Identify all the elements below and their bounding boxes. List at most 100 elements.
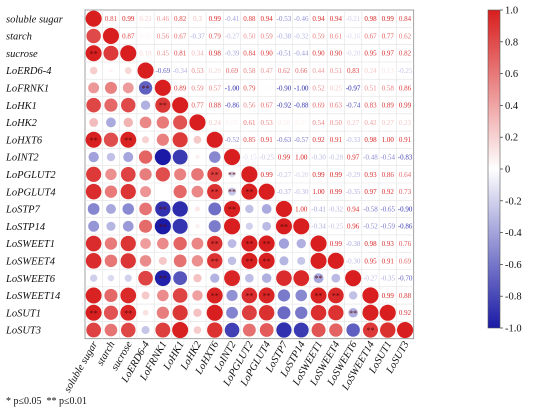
corr-circle [348,291,358,300]
corr-circle [295,306,308,319]
corr-circle [104,185,118,198]
corr-circle [123,152,134,163]
corr-value: 0.44 [312,67,325,75]
corr-circle [105,168,117,181]
corr-circle [241,305,257,321]
corr-value: 0.50 [330,119,343,127]
corr-value: -0.70 [398,275,413,283]
corr-circle [137,62,154,79]
corr-circle [139,202,152,216]
corr-circle [278,238,290,249]
corr-circle [105,203,116,214]
corr-value: 0.90 [312,50,325,58]
significance-mark: ** [211,170,219,179]
corr-circle [362,322,379,338]
row-label: LoINT2 [5,153,39,164]
corr-circle [293,270,310,287]
corr-circle [172,97,189,114]
corr-circle [85,253,102,269]
significance-footnote: * p≤0.05 ** p≤0.01 [6,396,87,407]
corr-circle [104,81,117,94]
corr-value: -0.74 [346,102,361,110]
corr-circle [157,237,169,250]
corr-circle [85,183,102,200]
significance-mark: ** [211,188,219,197]
corr-circle [275,218,293,235]
corr-circle [155,167,171,182]
corr-value: 0.82 [399,50,412,58]
corr-circle [154,79,171,96]
corr-circle [258,252,275,269]
corr-circle [122,203,134,215]
corr-value: 0.87 [122,32,135,40]
corr-circle [138,81,153,95]
corr-circle [140,186,152,198]
corr-value: 0.99 [312,171,325,179]
corr-circle [109,68,113,73]
corr-circle [123,117,133,128]
corr-value: -0.48 [363,153,378,161]
corr-circle [172,322,189,339]
corr-circle [139,116,152,129]
corr-circle [293,218,310,235]
corr-value: 0.63 [330,102,343,110]
corr-value: 0.56 [243,102,256,110]
corr-value: -0.33 [346,136,361,144]
corr-circle [139,255,152,267]
corr-value: -0.34 [173,67,188,75]
corr-circle [276,270,292,286]
significance-mark: ** [228,170,236,179]
corr-circle [207,322,223,338]
corr-value: 0.98 [364,15,377,23]
corr-value: 0.67 [261,102,274,110]
colorbar-tick-label: 0.2 [505,133,518,144]
row-label: LoSWEET4 [5,256,56,267]
corr-circle [103,132,119,147]
corr-circle [107,274,115,282]
corr-value: 0.02 [261,84,274,92]
corr-value: 0.94 [330,15,343,23]
corr-value: 0.20 [209,67,222,75]
corr-circle [241,235,258,252]
corr-value: -0.20 [346,50,361,58]
corr-value: 0.25 [330,84,343,92]
corr-value: 0.23 [399,119,412,127]
corr-value: -0.35 [346,188,361,196]
corr-circle [193,326,202,334]
colorbar-tick-label: -0.6 [505,260,522,271]
corr-circle [195,224,200,229]
corr-value: 0.92 [312,136,325,144]
row-label: sucrose [6,49,38,60]
corr-circle [87,203,100,215]
corr-value: 0.84 [399,15,412,23]
corr-circle [89,66,98,75]
colorbar-tick-label: -0.4 [505,228,522,239]
corr-circle [88,82,100,94]
row-label: LoPGLUT2 [5,170,56,181]
corr-circle [120,166,136,182]
corr-circle [139,168,152,181]
significance-mark: ** [159,274,167,283]
corr-circle [227,239,237,248]
corr-circle [224,270,240,287]
corr-circle [379,304,396,321]
corr-circle [141,326,150,335]
corr-value: -0.86 [225,102,240,110]
significance-mark: ** [90,136,98,145]
corr-value: -0.57 [294,136,309,144]
corr-value: -0.27 [363,275,378,283]
corr-value: -0.86 [398,223,413,231]
corr-circle [173,236,187,251]
corr-circle [172,288,188,303]
corr-value: 0.62 [399,32,412,40]
corr-value: 0.69 [399,257,412,265]
corr-circle [154,149,171,166]
corr-value: 0.83 [364,102,377,110]
corr-circle [241,252,258,269]
corr-value: 1.00 [295,153,308,161]
corr-circle [245,204,254,214]
corr-value: 0.24 [209,119,222,127]
corr-value: -0.38 [346,240,361,248]
corr-circle [172,149,188,165]
corr-circle [141,136,150,144]
